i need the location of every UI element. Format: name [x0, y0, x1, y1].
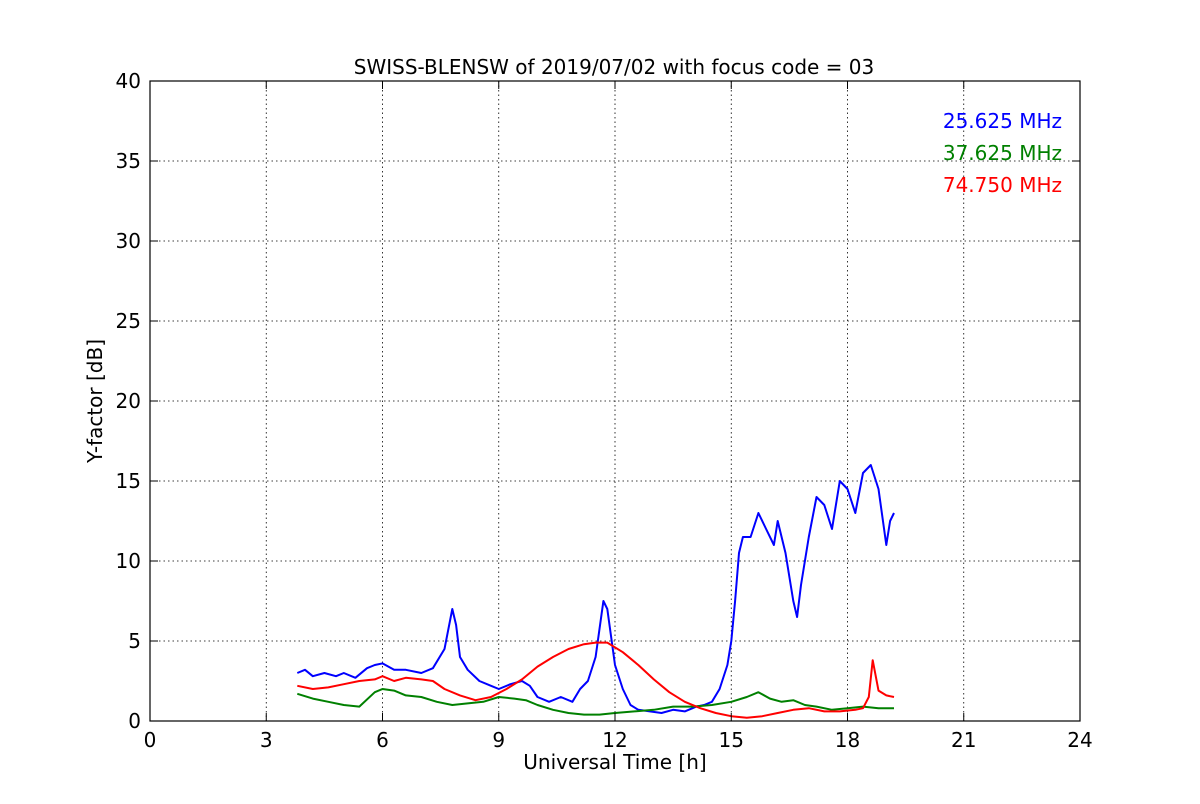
y-axis-label: Y-factor [dB]	[83, 339, 107, 464]
x-tick-label: 21	[951, 728, 976, 752]
x-axis-label: Universal Time [h]	[523, 750, 706, 774]
y-tick-label: 10	[116, 549, 141, 573]
series-line-3	[297, 641, 895, 719]
y-tick-label: 35	[116, 149, 141, 173]
x-tick-label: 0	[144, 728, 157, 752]
chart-title: SWISS-BLENSW of 2019/07/02 with focus co…	[354, 55, 875, 79]
axis-ticks: 0 3 6 9 12 15 18 21 24 0 5 10 15 20 25 30 35 40	[116, 69, 1093, 752]
x-tick-label: 12	[602, 728, 627, 752]
series-line-2	[297, 688, 894, 716]
x-tick-label: 15	[719, 728, 744, 752]
series-lines	[296, 464, 895, 719]
y-tick-label: 40	[116, 69, 141, 93]
y-tick-label: 15	[116, 469, 141, 493]
series-line-1	[296, 464, 895, 714]
x-tick-label: 24	[1067, 728, 1092, 752]
x-tick-label: 9	[492, 728, 505, 752]
x-tick-label: 18	[835, 728, 860, 752]
y-tick-label: 5	[128, 629, 141, 653]
y-tick-label: 20	[116, 389, 141, 413]
legend-entry: 74.750 MHz	[943, 173, 1062, 197]
y-tick-label: 25	[116, 309, 141, 333]
x-tick-label: 3	[260, 728, 273, 752]
y-tick-label: 30	[116, 229, 141, 253]
y-tick-label: 0	[128, 709, 141, 733]
legend: 25.625 MHz 37.625 MHz 74.750 MHz	[943, 109, 1062, 197]
legend-entry: 37.625 MHz	[943, 141, 1062, 165]
x-tick-label: 6	[376, 728, 389, 752]
legend-entry: 25.625 MHz	[943, 109, 1062, 133]
grid	[150, 81, 1080, 721]
